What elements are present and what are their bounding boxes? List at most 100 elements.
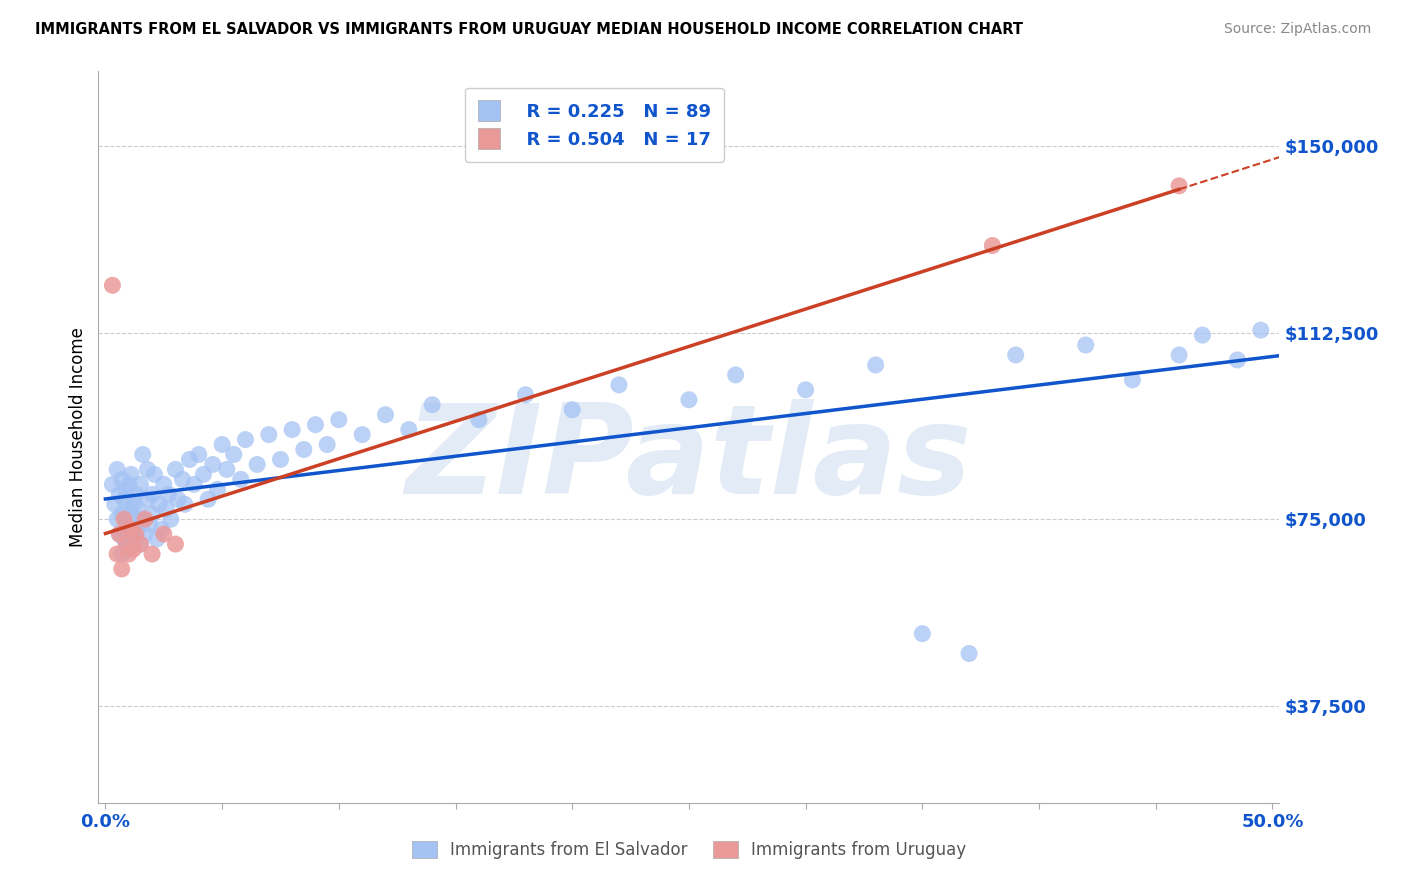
Point (108, 487, 131, 501)
Point (120, 522, 142, 536)
Point (118, 542, 141, 557)
Text: Source: ZipAtlas.com: Source: ZipAtlas.com (1223, 22, 1371, 37)
Point (146, 532, 169, 546)
Point (111, 507, 134, 521)
Point (155, 502, 177, 516)
Point (1226, 353, 1249, 368)
Point (120, 507, 142, 521)
Point (1250, 323, 1272, 337)
Point (179, 452, 201, 467)
Point (281, 423, 304, 437)
Point (148, 497, 170, 511)
Point (122, 542, 145, 557)
Point (981, 238, 1004, 252)
Point (120, 467, 142, 482)
Point (468, 412, 491, 426)
Point (111, 562, 134, 576)
Point (352, 427, 374, 442)
Point (678, 392, 700, 407)
Point (201, 458, 224, 472)
Point (235, 433, 257, 447)
Point (129, 537, 152, 551)
Point (207, 483, 229, 497)
Point (105, 512, 128, 526)
Point (134, 527, 156, 541)
Point (222, 448, 245, 462)
Point (328, 412, 350, 426)
Point (166, 492, 188, 507)
Point (118, 502, 141, 516)
Point (118, 477, 141, 491)
Point (187, 448, 209, 462)
Point (125, 487, 148, 501)
Point (157, 487, 180, 501)
Point (269, 452, 291, 467)
Point (108, 527, 131, 541)
Point (304, 417, 326, 432)
Point (398, 423, 420, 437)
Y-axis label: Median Household Income: Median Household Income (69, 327, 87, 547)
Point (132, 512, 155, 526)
Point (150, 522, 173, 536)
Point (865, 358, 887, 372)
Point (215, 462, 238, 476)
Point (141, 507, 163, 521)
Point (134, 512, 156, 526)
Point (112, 532, 135, 546)
Point (794, 383, 817, 397)
Point (125, 512, 148, 526)
Point (118, 547, 141, 561)
Point (115, 483, 138, 497)
Point (197, 492, 219, 507)
Point (165, 537, 187, 551)
Point (129, 537, 152, 551)
Point (911, 626, 934, 640)
Point (1191, 328, 1213, 343)
Point (211, 437, 233, 451)
Point (127, 522, 149, 536)
Point (115, 517, 138, 532)
Point (172, 472, 194, 486)
Point (173, 497, 195, 511)
Point (104, 497, 127, 511)
Point (724, 368, 747, 382)
Text: IMMIGRANTS FROM EL SALVADOR VS IMMIGRANTS FROM URUGUAY MEDIAN HOUSEHOLD INCOME C: IMMIGRANTS FROM EL SALVADOR VS IMMIGRANT… (35, 22, 1024, 37)
Point (183, 477, 205, 491)
Point (515, 388, 537, 402)
Point (136, 462, 159, 476)
Point (115, 537, 138, 551)
Point (374, 408, 396, 422)
Point (111, 472, 134, 486)
Point (229, 472, 252, 486)
Point (143, 467, 166, 482)
Point (193, 467, 215, 482)
Point (246, 458, 269, 472)
Point (1004, 348, 1026, 362)
Point (122, 497, 145, 511)
Point (118, 522, 141, 536)
Point (292, 442, 315, 457)
Point (112, 492, 135, 507)
Point (108, 527, 131, 541)
Point (129, 477, 152, 491)
Point (159, 512, 181, 526)
Point (136, 492, 159, 507)
Point (105, 547, 128, 561)
Point (115, 537, 138, 551)
Point (139, 517, 162, 532)
Legend: Immigrants from El Salvador, Immigrants from Uruguay: Immigrants from El Salvador, Immigrants … (404, 833, 974, 868)
Point (152, 527, 174, 541)
Point (125, 527, 148, 541)
Point (1074, 338, 1097, 352)
Point (420, 398, 443, 412)
Point (111, 547, 134, 561)
Point (257, 427, 280, 442)
Point (607, 377, 630, 392)
Point (141, 547, 163, 561)
Point (132, 448, 155, 462)
Point (152, 477, 174, 491)
Point (1168, 178, 1191, 193)
Point (105, 462, 128, 476)
Point (141, 487, 163, 501)
Text: ZIPatlas: ZIPatlas (406, 399, 972, 519)
